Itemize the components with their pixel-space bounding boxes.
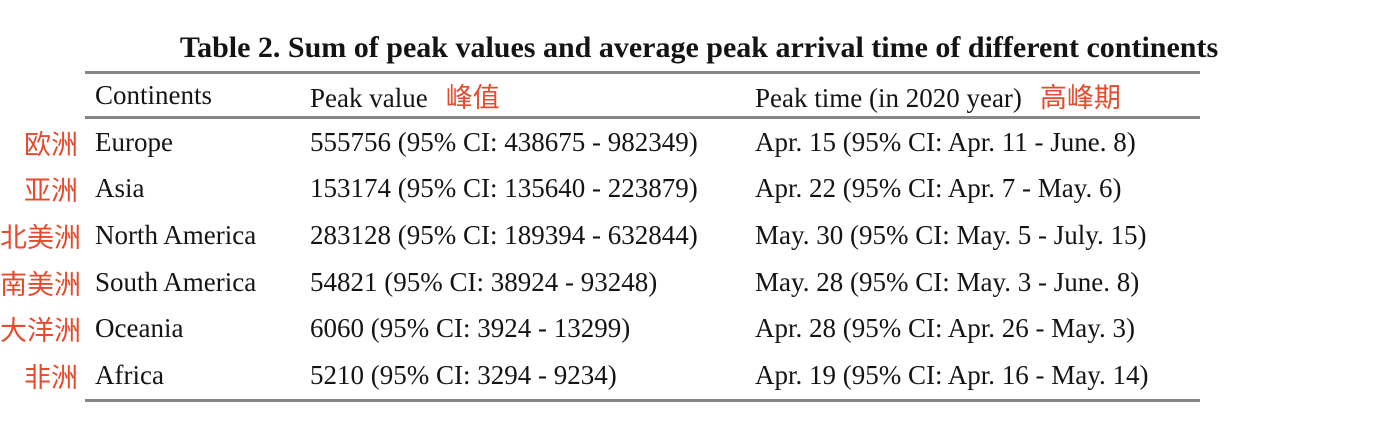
continent-zh-annotation: 北美洲 <box>0 222 81 253</box>
table-header-row: Continents Peak value 峰值 Peak time (in 20… <box>85 74 1200 119</box>
peak-time-cell: Apr. 22 (95% CI: Apr. 7 - May. 6) <box>755 173 1122 204</box>
peak-value-cell: 5210 (95% CI: 3294 - 9234) <box>310 359 617 390</box>
column-header-continents: Continents <box>95 79 213 110</box>
peak-time-cell: Apr. 19 (95% CI: Apr. 16 - May. 14) <box>755 359 1149 390</box>
data-table: Continents Peak value 峰值 Peak time (in 20… <box>0 71 1200 402</box>
continent-cell: South America <box>95 266 257 297</box>
column-header-peak-time: Peak time (in 2020 year) 高峰期 <box>755 76 1200 115</box>
table-row: 北美洲 North America 283128 (95% CI: 189394… <box>0 212 1200 259</box>
peak-value-cell: 555756 (95% CI: 438675 - 982349) <box>310 126 698 157</box>
continent-zh-annotation: 南美洲 <box>0 269 81 300</box>
continent-zh-annotation: 非洲 <box>24 362 78 393</box>
peak-value-cell: 6060 (95% CI: 3924 - 13299) <box>310 313 631 344</box>
peak-time-cell: May. 30 (95% CI: May. 5 - July. 15) <box>755 219 1147 250</box>
table-row: 欧洲 Europe 555756 (95% CI: 438675 - 98234… <box>24 119 1200 166</box>
table-row: 大洋洲 Oceania 6060 (95% CI: 3924 - 13299) … <box>0 305 1200 352</box>
continent-cell: North America <box>95 219 257 250</box>
peak-time-cell: Apr. 15 (95% CI: Apr. 11 - June. 8) <box>755 126 1136 157</box>
continent-cell: Oceania <box>95 313 184 344</box>
continent-zh-annotation: 大洋洲 <box>0 316 81 347</box>
table-caption: Table 2. Sum of peak values and average … <box>179 31 1219 64</box>
table-row: 南美洲 South America 54821 (95% CI: 38924 -… <box>0 259 1200 306</box>
peak-time-zh-annotation: 高峰期 <box>1039 82 1121 113</box>
column-header-peak-value: Peak value 峰值 <box>310 76 755 115</box>
peak-value-cell: 54821 (95% CI: 38924 - 93248) <box>310 266 658 297</box>
table-row: 非洲 Africa 5210 (95% CI: 3294 - 9234) Apr… <box>24 352 1200 399</box>
peak-time-cell: Apr. 28 (95% CI: Apr. 26 - May. 3) <box>755 313 1135 344</box>
continent-zh-annotation: 欧洲 <box>24 129 78 160</box>
column-header-peak-time-label: Peak time (in 2020 year) <box>755 82 1022 113</box>
continent-cell: Europe <box>95 126 173 157</box>
continent-cell: Asia <box>95 173 145 204</box>
continent-cell: Africa <box>95 359 164 390</box>
peak-value-cell: 283128 (95% CI: 189394 - 632844) <box>310 219 698 250</box>
table-row: 亚洲 Asia 153174 (95% CI: 135640 - 223879)… <box>24 166 1200 213</box>
column-header-peak-value-label: Peak value <box>310 82 428 113</box>
peak-value-zh-annotation: 峰值 <box>445 82 500 113</box>
peak-value-cell: 153174 (95% CI: 135640 - 223879) <box>310 173 698 204</box>
continent-zh-annotation: 亚洲 <box>24 176 78 207</box>
peak-time-cell: May. 28 (95% CI: May. 3 - June. 8) <box>755 266 1140 297</box>
